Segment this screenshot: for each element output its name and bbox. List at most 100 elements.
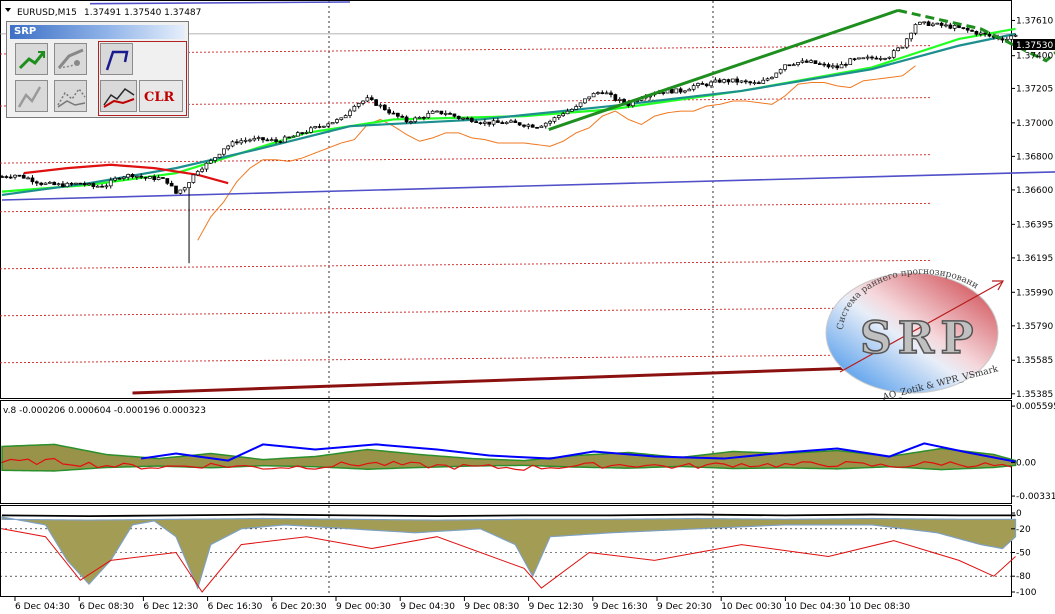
candle-body [674, 88, 679, 94]
candle-body [152, 176, 157, 180]
candle-body [948, 24, 953, 29]
wpr-tick-label: -80 [1016, 572, 1031, 582]
draw-red-zigzag-button[interactable] [100, 80, 137, 112]
time-tick-label: 6 Dec 16:30 [208, 602, 263, 612]
time-tick-label: 9 Dec 00:30 [336, 602, 391, 612]
pen-button[interactable] [100, 43, 133, 75]
candle-body [835, 65, 840, 69]
indicator-line-4 [132, 362, 960, 395]
candle-body [865, 56, 870, 59]
osc-histogram-area [1, 443, 1017, 472]
candle-body [587, 96, 592, 100]
time-tick-label: 9 Dec 04:30 [400, 602, 455, 612]
time-tick-label: 10 Dec 04:30 [785, 602, 846, 612]
trend-up-dotted-button[interactable] [54, 43, 87, 75]
candle-body [874, 57, 879, 60]
candle-body [1013, 34, 1018, 37]
candle-body [569, 109, 574, 112]
candle-body [1009, 35, 1014, 40]
candle-body [156, 177, 161, 180]
oscillator-caption: v.8 -0.000206 0.000604 -0.000196 0.00032… [3, 406, 206, 416]
candle-body [330, 122, 335, 125]
forecast-level [0, 45, 931, 55]
toolbar-title-bar[interactable]: SRP [10, 25, 185, 39]
candle-body [126, 174, 131, 178]
zigzag-dotted-button[interactable] [54, 80, 87, 112]
candle-body [591, 92, 596, 98]
candle-body [87, 183, 91, 186]
candle-body [439, 110, 444, 115]
candle-body [765, 78, 770, 81]
candle-body [791, 64, 796, 67]
wpr-fill-area [1, 516, 1017, 590]
candle-body [261, 137, 265, 141]
time-tick-label: 9 Dec 20:30 [657, 602, 712, 612]
candle-body [169, 182, 174, 187]
candle-body [391, 112, 396, 115]
candle-body [108, 179, 113, 187]
candle-body [8, 176, 13, 179]
candle-body [56, 183, 61, 186]
candle-body [817, 63, 822, 65]
candle-body [104, 185, 109, 188]
candle-body [757, 82, 761, 84]
candle-body [826, 64, 831, 68]
candle-body [243, 139, 248, 142]
candle-body [474, 121, 478, 124]
candle-body [748, 81, 753, 84]
trend-up-button[interactable] [15, 43, 48, 75]
price-tick-label: 1.35385 [1016, 390, 1053, 400]
price-tick-label: 1.37000 [1016, 119, 1053, 129]
candle-body [335, 119, 339, 123]
candle-body [909, 32, 914, 40]
price-tick-label: 1.37610 [1016, 16, 1053, 26]
dropdown-triangle-icon[interactable] [5, 8, 11, 12]
time-tick-label: 9 Dec 12:30 [529, 602, 584, 612]
candle-body [539, 125, 544, 129]
candle-body [65, 182, 70, 188]
forecast-level [0, 353, 931, 364]
forecast-level [0, 97, 931, 107]
candle-body [730, 78, 735, 83]
candle-body [17, 174, 22, 177]
candle-body [409, 121, 413, 123]
price-tick-label: 1.36395 [1016, 220, 1053, 230]
candle-body [809, 60, 813, 63]
price-tick-label: 1.35790 [1016, 322, 1053, 332]
candle-body [661, 92, 666, 94]
wpr-red-line [1, 528, 1016, 593]
dotted-levels [0, 1, 931, 364]
candle-body [917, 21, 922, 25]
candle-body [430, 110, 435, 114]
srp-toolbar[interactable]: SRP CLR [6, 21, 189, 118]
candle-body [252, 138, 257, 141]
candle-body [348, 110, 352, 116]
candle-body [13, 174, 17, 178]
candle-body [535, 126, 539, 129]
candle-body [944, 24, 948, 27]
candle-body [21, 174, 26, 179]
candle-body [465, 117, 470, 120]
candle-body [0, 176, 4, 178]
wpr-tick-label: 0 [1016, 509, 1022, 519]
zigzag-button[interactable] [15, 80, 48, 112]
clear-button[interactable]: CLR [139, 80, 183, 112]
candle-body [121, 176, 126, 179]
indicator-line-1 [1, 32, 1016, 197]
candle-body [200, 168, 204, 172]
candle-body [1000, 38, 1005, 41]
candle-body [961, 27, 966, 29]
price-tick-label: 1.36800 [1016, 152, 1053, 162]
candle-body [478, 122, 483, 125]
candle-body [965, 27, 970, 31]
candle-body [887, 56, 892, 59]
candle-body [583, 98, 587, 104]
candle-body [78, 182, 83, 185]
candle-body [696, 83, 700, 86]
pen-icon [105, 50, 129, 71]
forecast-level [0, 202, 931, 213]
candle-body [574, 106, 579, 110]
candle-body [426, 113, 431, 118]
candle-body [378, 104, 383, 107]
time-tick-label: 9 Dec 08:30 [464, 602, 519, 612]
